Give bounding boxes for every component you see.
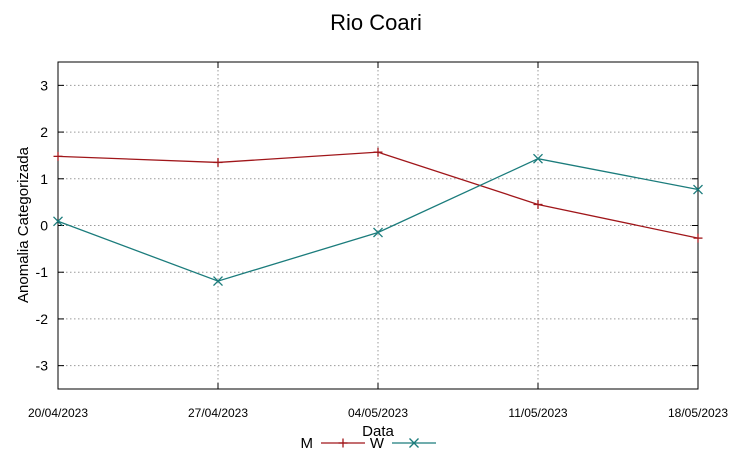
- y-tick-label: 1: [40, 171, 48, 187]
- x-axis-label: Data: [362, 423, 394, 440]
- series-layer: [53, 147, 703, 287]
- legend-label-W: W: [370, 435, 385, 452]
- y-tick-label: -1: [36, 264, 49, 280]
- data-point-W: [53, 216, 63, 227]
- data-point-M: [213, 157, 223, 167]
- data-point-W: [213, 276, 223, 287]
- x-tick-label: 04/05/2023: [348, 406, 408, 420]
- y-tick-label: 3: [40, 77, 48, 93]
- y-axis-label: Anomalia Categorizada: [15, 146, 32, 303]
- x-tick-label: 20/04/2023: [28, 406, 88, 420]
- data-point-W: [533, 153, 543, 164]
- x-axis-ticks: 20/04/2023 27/04/2023 04/05/2023 11/05/2023…: [28, 62, 728, 420]
- data-point-W: [373, 227, 383, 238]
- legend-label-M: M: [301, 435, 314, 452]
- y-axis-ticks: 3 2 1 0 -1 -2 -3: [36, 77, 698, 374]
- data-point-M: [693, 233, 703, 243]
- x-tick-label: 27/04/2023: [188, 406, 248, 420]
- legend-marker-W: [409, 438, 419, 448]
- legend-marker-M: [338, 438, 348, 448]
- y-tick-label: 0: [40, 218, 48, 234]
- x-tick-label: 11/05/2023: [508, 406, 567, 420]
- y-tick-label: -3: [36, 358, 49, 374]
- chart-title: Rio Coari: [330, 10, 422, 35]
- data-point-M: [53, 151, 63, 161]
- plot-frame: [57, 61, 699, 390]
- x-tick-label: 18/05/2023: [668, 406, 728, 420]
- y-tick-label: -2: [36, 311, 49, 327]
- data-point-M: [533, 199, 543, 209]
- data-point-W: [693, 184, 703, 195]
- data-point-M: [373, 147, 383, 157]
- y-tick-label: 2: [40, 124, 48, 140]
- grid-lines: [57, 62, 699, 389]
